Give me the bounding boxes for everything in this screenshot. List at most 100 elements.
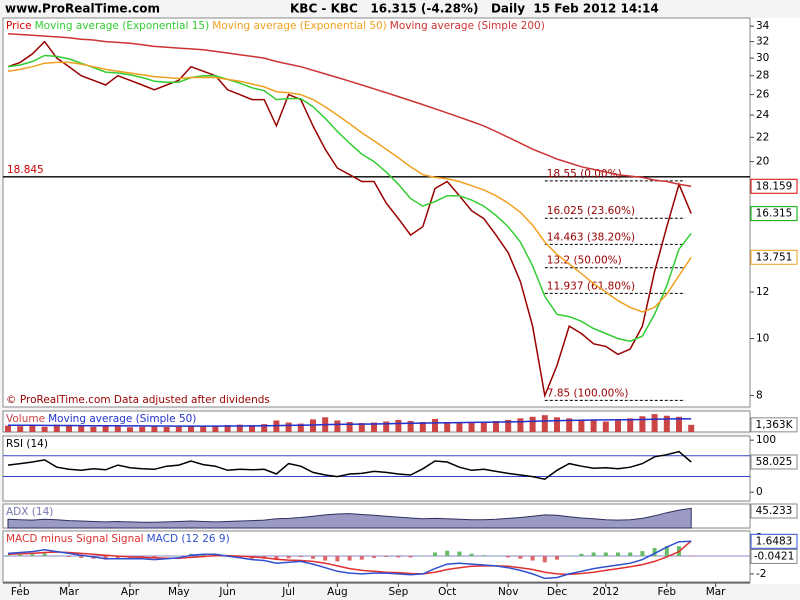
bar: [114, 426, 121, 432]
bar: [78, 426, 85, 432]
bar: [651, 414, 658, 432]
bar: [17, 426, 24, 432]
bar: [541, 415, 548, 432]
legend-entry: Moving average (Exponential 15): [35, 20, 210, 32]
chart-title: KBC - KBC 16.315 (-4.28%) Daily 15 Feb 2…: [290, 2, 659, 16]
fib-label: 16.025 (23.60%): [547, 205, 635, 217]
value-box: [750, 503, 798, 519]
bar: [102, 425, 109, 432]
y-tick-label: 30: [756, 52, 769, 64]
value-box-label: 16.315: [756, 208, 793, 220]
legend-entry: Moving average (Simple 200): [390, 20, 545, 32]
bar: [188, 425, 194, 432]
histogram-bar: [494, 556, 498, 557]
value-box: [750, 533, 798, 549]
bar: [297, 423, 304, 432]
bar: [41, 426, 48, 432]
histogram-bar: [42, 553, 47, 557]
value-box: [750, 206, 798, 222]
legend-entry: RSI (14): [6, 438, 48, 450]
series-line: [7, 450, 692, 481]
site-name: www.ProRealTime.com: [5, 2, 160, 16]
fib-label: 7.85 (100.00%): [547, 387, 629, 399]
legend-entry: ADX (14): [6, 506, 53, 518]
y-tick-label: 22: [756, 131, 769, 143]
histogram-bar: [274, 556, 279, 561]
x-tick-label: Mar: [706, 586, 726, 598]
histogram-bar: [6, 555, 10, 557]
bar: [578, 419, 585, 432]
bar: [261, 424, 268, 432]
x-tick-label: Feb: [658, 586, 677, 598]
series-line: [7, 33, 692, 188]
histogram-bar: [164, 556, 169, 557]
y-tick-label: 32: [756, 36, 769, 48]
y-tick-label: 12: [756, 286, 769, 298]
histogram-bar: [518, 556, 523, 559]
y-tick-label: 24: [756, 109, 770, 121]
legend-entry: Volume: [6, 413, 45, 425]
bar: [151, 426, 158, 432]
histogram-bar: [408, 556, 413, 558]
x-tick-label: Oct: [438, 586, 456, 598]
histogram-bar: [603, 552, 608, 557]
series-line: [7, 540, 692, 576]
histogram-bar: [384, 556, 389, 557]
histogram-bar: [567, 555, 572, 557]
histogram-bar: [420, 556, 425, 557]
histogram-bar: [115, 556, 120, 559]
y-tick-label: 10: [756, 333, 769, 345]
bar: [456, 423, 463, 432]
bar: [249, 425, 255, 432]
legend-entry: Moving average (Simple 50): [48, 413, 196, 425]
bar: [5, 425, 11, 432]
horizontal-line-label: 18.845: [7, 164, 44, 176]
value-box-label: 13.751: [756, 251, 793, 263]
bar: [212, 426, 219, 432]
x-tick-label: Nov: [498, 586, 519, 598]
bar: [358, 423, 365, 432]
histogram-bar: [372, 556, 376, 558]
histogram-bar: [481, 555, 486, 557]
x-tick-label: May: [168, 586, 190, 598]
value-box: [750, 454, 798, 470]
histogram-bar: [433, 552, 437, 557]
bar: [334, 420, 341, 432]
bar: [444, 422, 451, 432]
bar: [517, 418, 524, 432]
histogram-bar: [67, 556, 71, 557]
histogram-bar: [323, 556, 328, 561]
value-box-label: 58.025: [756, 456, 793, 468]
histogram-bar: [640, 551, 645, 557]
bar: [395, 419, 402, 432]
histogram-bar: [176, 555, 181, 557]
bar: [90, 426, 97, 432]
bar: [529, 416, 536, 432]
panel-frame: [2, 17, 751, 408]
series-line: [7, 54, 692, 342]
histogram-bar: [689, 556, 694, 557]
histogram-bar: [542, 556, 547, 563]
histogram-bar: [664, 546, 669, 557]
histogram-bar: [311, 556, 315, 559]
value-box-label: -0.0421: [754, 550, 795, 562]
bar: [566, 418, 573, 432]
value-box-label: 18.159: [756, 180, 793, 192]
x-tick-label: Aug: [327, 586, 348, 598]
histogram-bar: [347, 556, 352, 561]
series-line: [7, 540, 692, 580]
histogram-bar: [79, 556, 84, 558]
histogram-bar: [286, 556, 291, 559]
legend-entry: MACD minus Signal: [6, 533, 108, 545]
fib-label: 14.463 (38.20%): [547, 231, 635, 243]
legend-entry: Signal: [111, 533, 143, 545]
histogram-bar: [445, 550, 450, 557]
x-tick-label: Sep: [389, 586, 409, 598]
value-box: [750, 548, 798, 564]
series-line: [7, 40, 692, 399]
histogram-bar: [457, 551, 462, 557]
histogram-bar: [152, 556, 157, 558]
bar: [676, 416, 682, 432]
axis-column: [750, 18, 800, 584]
